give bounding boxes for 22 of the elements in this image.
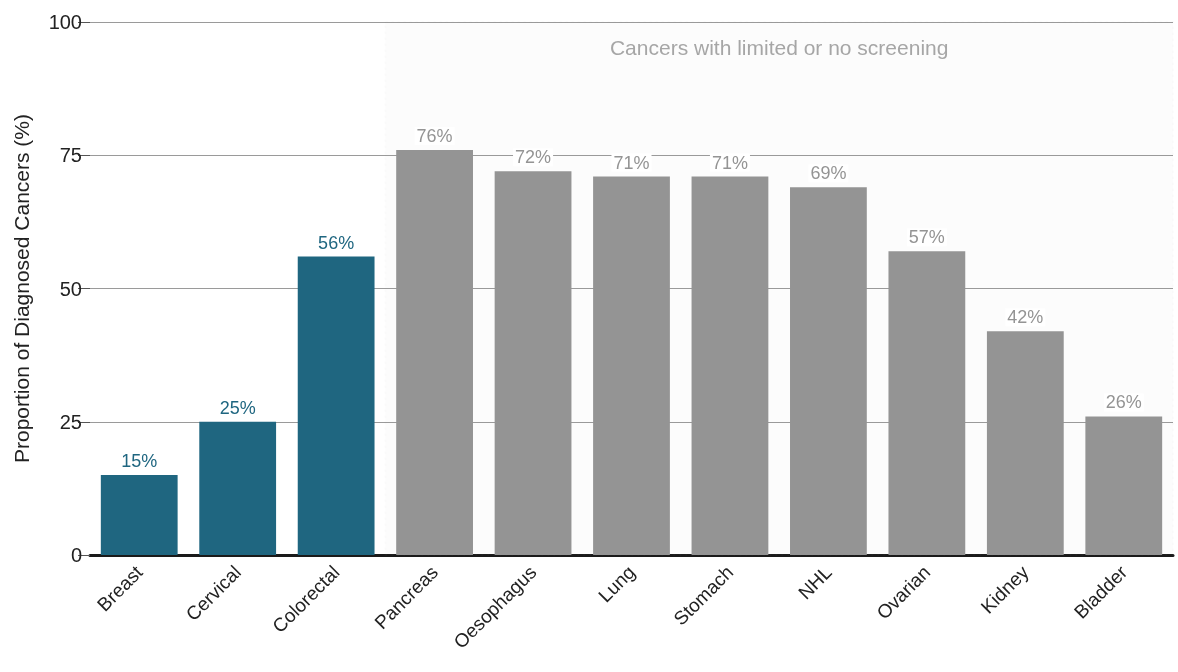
data-label: 57% (908, 227, 945, 248)
band-label: Cancers with limited or no screening (609, 36, 949, 59)
data-label: 42% (1007, 307, 1044, 328)
data-label: 69% (810, 163, 847, 184)
y-tick-label: 100 (48, 11, 82, 33)
y-tick-label: 75 (59, 144, 82, 167)
y-axis-title: Proportion of Diagnosed Cancers (%) (10, 113, 33, 464)
data-label: 25% (219, 397, 256, 418)
y-tick-label: 50 (59, 277, 82, 300)
bar (100, 475, 178, 555)
data-label: 56% (318, 232, 355, 253)
x-tick-label: NHL (794, 561, 836, 604)
data-label: 71% (613, 152, 650, 173)
data-label: 15% (121, 451, 158, 472)
y-tick-label: 25 (59, 410, 82, 433)
data-label: 26% (1105, 392, 1142, 413)
data-label: 72% (515, 147, 552, 168)
bar (297, 256, 375, 555)
bar (199, 421, 277, 555)
data-label: 76% (416, 125, 453, 146)
data-label: 71% (711, 152, 748, 173)
y-tick-label: 0 (70, 544, 82, 566)
